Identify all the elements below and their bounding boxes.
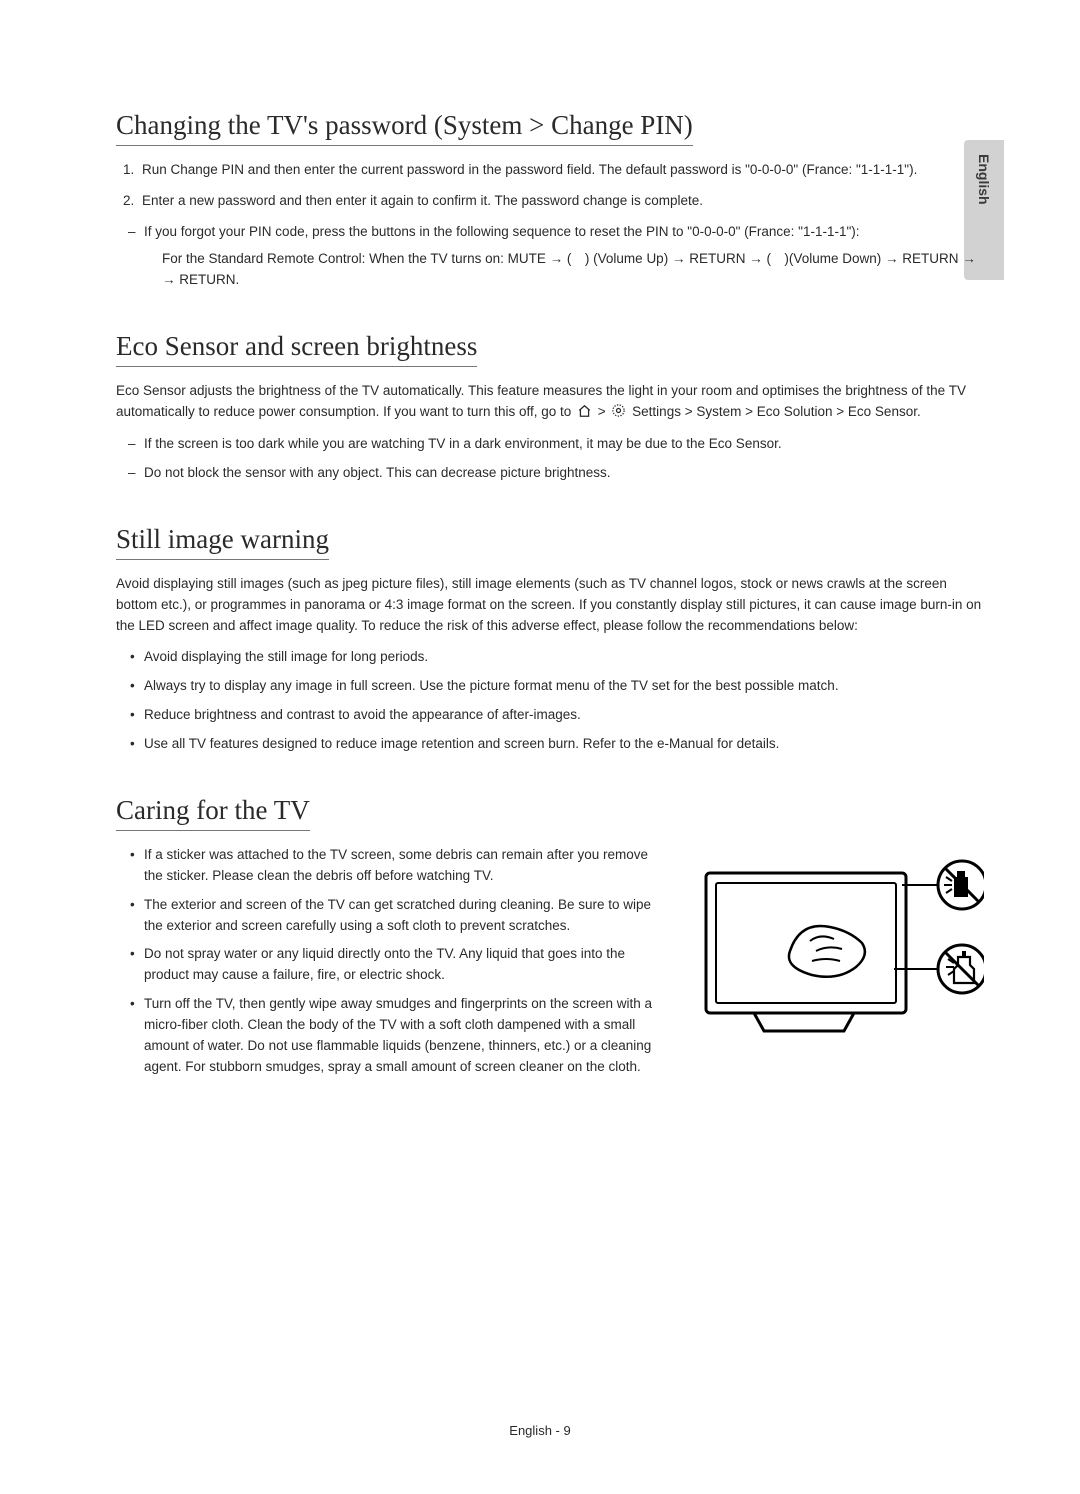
still-bullets: Avoid displaying the still image for lon… — [116, 647, 984, 755]
list-item: If the screen is too dark while you are … — [134, 434, 984, 455]
section-still-image: Still image warning Avoid displaying sti… — [116, 524, 984, 754]
list-item: Use all TV features designed to reduce i… — [134, 734, 984, 755]
language-tab-label: English — [976, 154, 992, 205]
change-pin-notes: If you forgot your PIN code, press the b… — [116, 222, 984, 291]
section-caring: Caring for the TV If a sticker was attac… — [116, 795, 984, 1086]
heading-still-image: Still image warning — [116, 524, 329, 560]
home-icon — [577, 404, 592, 425]
separator: > — [598, 404, 610, 419]
section-change-pin: Changing the TV's password (System > Cha… — [116, 110, 984, 291]
caring-row: If a sticker was attached to the TV scre… — [116, 845, 984, 1086]
list-item: Do not block the sensor with any object.… — [134, 463, 984, 484]
list-item: Reduce brightness and contrast to avoid … — [134, 705, 984, 726]
note-sequence: For the Standard Remote Control: When th… — [144, 249, 984, 291]
caring-bullets: If a sticker was attached to the TV scre… — [116, 845, 666, 1078]
still-body: Avoid displaying still images (such as j… — [116, 574, 984, 637]
list-item: The exterior and screen of the TV can ge… — [134, 895, 666, 937]
list-item: If you forgot your PIN code, press the b… — [134, 222, 984, 291]
list-item: Avoid displaying the still image for lon… — [134, 647, 984, 668]
heading-caring: Caring for the TV — [116, 795, 310, 831]
list-item: Always try to display any image in full … — [134, 676, 984, 697]
gear-icon — [611, 403, 626, 425]
list-item: Do not spray water or any liquid directl… — [134, 944, 666, 986]
eco-body-post: Settings > System > Eco Solution > Eco S… — [632, 404, 921, 419]
list-item: If a sticker was attached to the TV scre… — [134, 845, 666, 887]
section-eco-sensor: Eco Sensor and screen brightness Eco Sen… — [116, 331, 984, 485]
eco-notes: If the screen is too dark while you are … — [116, 434, 984, 484]
heading-change-pin: Changing the TV's password (System > Cha… — [116, 110, 693, 146]
page-footer: English - 9 — [0, 1423, 1080, 1438]
tv-cleaning-icon — [694, 849, 984, 1049]
list-item: Enter a new password and then enter it a… — [138, 191, 984, 212]
heading-eco-sensor: Eco Sensor and screen brightness — [116, 331, 477, 367]
caring-text: If a sticker was attached to the TV scre… — [116, 845, 666, 1086]
manual-page: English Changing the TV's password (Syst… — [0, 0, 1080, 1494]
caring-illustration — [694, 845, 984, 1054]
list-item: Run Change PIN and then enter the curren… — [138, 160, 984, 181]
list-item: Turn off the TV, then gently wipe away s… — [134, 994, 666, 1078]
note-text: If you forgot your PIN code, press the b… — [144, 224, 860, 239]
eco-body: Eco Sensor adjusts the brightness of the… — [116, 381, 984, 425]
change-pin-steps: Run Change PIN and then enter the curren… — [116, 160, 984, 212]
